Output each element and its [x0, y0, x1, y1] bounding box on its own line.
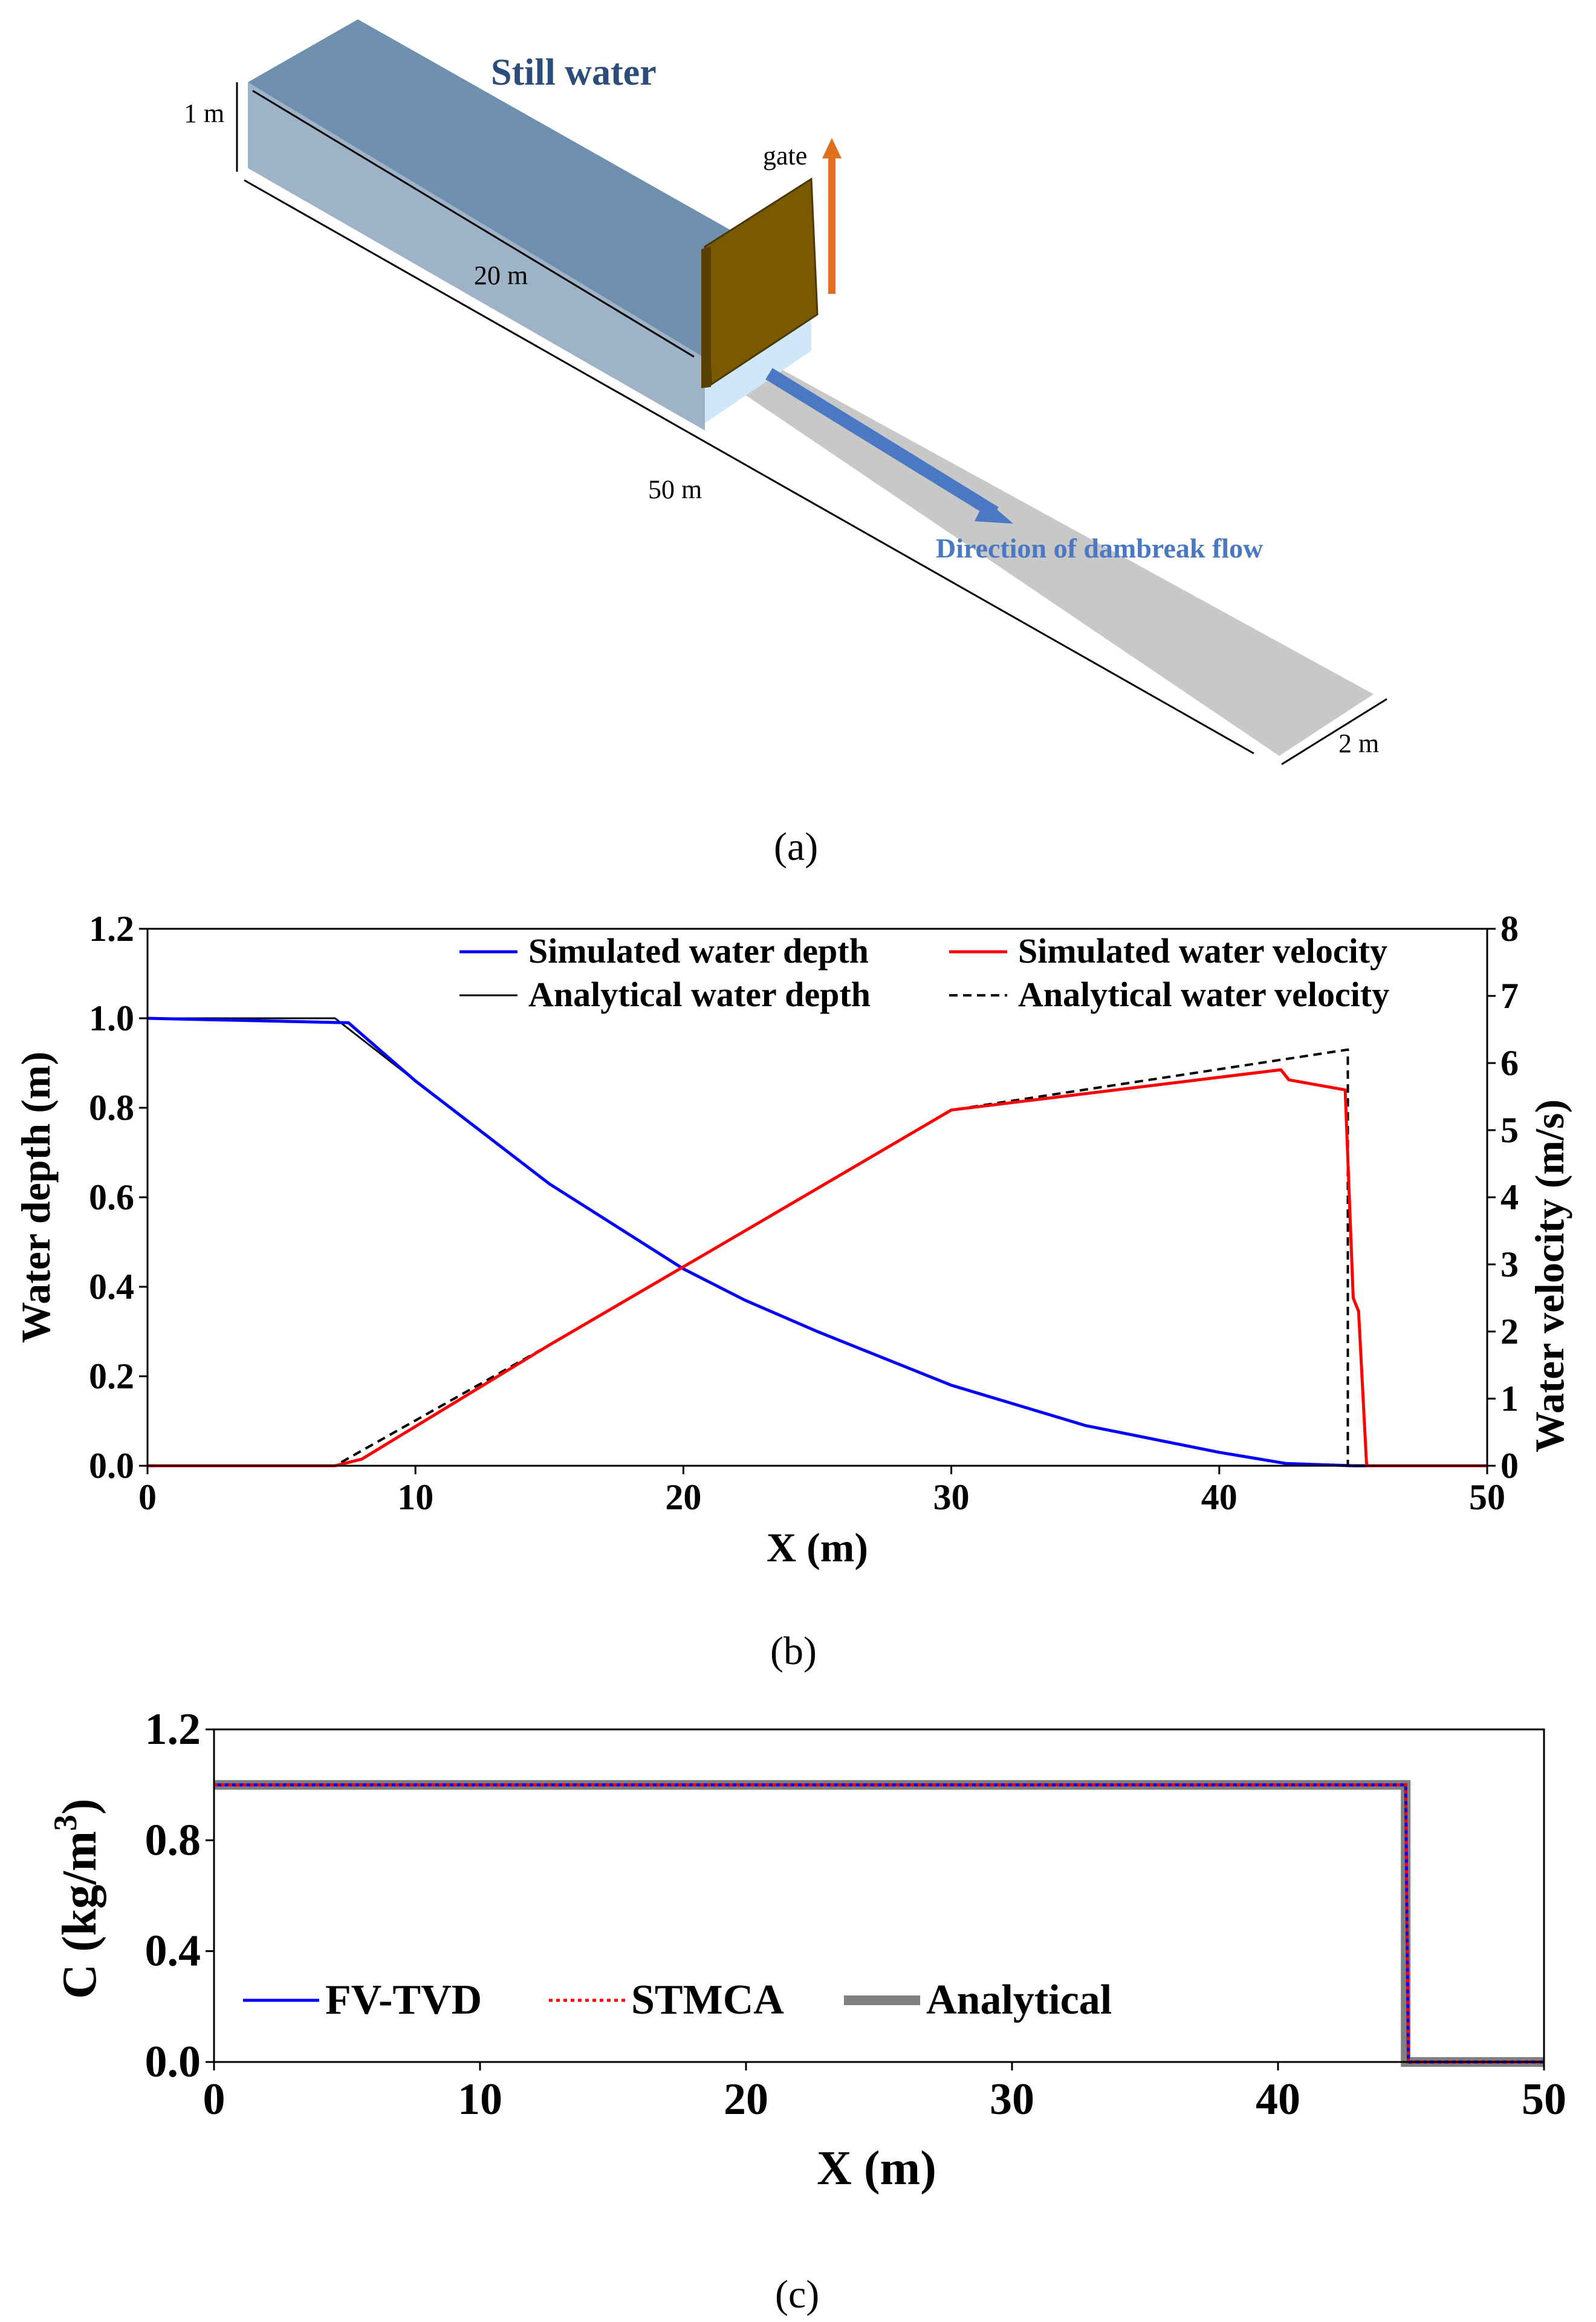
- b-xtick-label: 10: [397, 1477, 433, 1517]
- c-ytick-label: 0.8: [145, 1815, 201, 1865]
- dim-height-label: 1 m: [184, 99, 224, 128]
- chart-b-ylabel-right: Water velocity (m/s): [1526, 1099, 1572, 1452]
- b-ytick-right-label: 1: [1500, 1379, 1519, 1419]
- b-xtick-label: 20: [665, 1477, 701, 1517]
- c-legend-label: Analytical: [926, 1977, 1112, 2023]
- b-legend-label: Analytical water velocity: [1018, 975, 1389, 1014]
- b-ytick-right-label: 3: [1500, 1244, 1519, 1284]
- flow-label: Direction of dambreak flow: [936, 533, 1263, 564]
- chart-c-ylabel-end: ): [53, 1798, 106, 1815]
- chart-b-ticks: 0 10 20 30 40 50 0.0 0.2 0.4 0.6 0.8 1.0 1.2 0 1 2 3 4 5 6 7…: [89, 909, 1519, 1517]
- series-simulated-water-velocity: [148, 1068, 1487, 1468]
- diagram-title: Still water: [491, 52, 657, 93]
- chart-c-legend: FV-TVD STMCA Analytical: [243, 1977, 1112, 2023]
- c-ytick-label: 1.2: [145, 1705, 201, 1754]
- b-ytick-left-label: 1.2: [89, 909, 134, 949]
- dim-channel-label: 50 m: [648, 475, 702, 504]
- chart-b-lines: [147, 1016, 1487, 1468]
- b-ytick-right-label: 8: [1500, 909, 1519, 949]
- flow-arrowhead: [975, 499, 1013, 524]
- series-analytical-water-velocity: [148, 1048, 1487, 1467]
- dim-reservoir-label: 20 m: [474, 261, 528, 290]
- chart-c-ylabel-main: C (kg/m: [53, 1831, 106, 1999]
- gate-edge: [701, 247, 711, 388]
- gate-lift-arrowhead: [822, 138, 842, 158]
- series-simulated-water-depth: [147, 1016, 1487, 1468]
- c-ytick-label: 0.4: [145, 1927, 201, 1976]
- series-stmca: [214, 1783, 1544, 2064]
- b-ytick-right-label: 6: [1500, 1043, 1519, 1083]
- b-legend-label: Simulated water velocity: [1018, 931, 1387, 971]
- c-xtick-label: 40: [1256, 2075, 1300, 2124]
- chart-b-ylabel-left: Water depth (m): [13, 1052, 59, 1343]
- panel-label-c: (c): [775, 2272, 819, 2317]
- b-ytick-left-label: 0.8: [89, 1088, 134, 1128]
- gate-label: gate: [763, 141, 807, 171]
- chart-c-ylabel-sup: 3: [47, 1815, 83, 1831]
- chart-c: 0 10 20 30 40 50 0.0 0.4 0.8 1.2 FV-TVD STMCA Analy…: [47, 1705, 1566, 2317]
- water-side-face: [248, 82, 705, 431]
- b-legend-label: Analytical water depth: [528, 975, 871, 1014]
- b-ytick-right-label: 4: [1500, 1177, 1519, 1217]
- dim-width-label: 2 m: [1338, 729, 1379, 758]
- c-ytick-label: 0.0: [145, 2037, 201, 2087]
- b-ytick-left-label: 0.2: [89, 1356, 134, 1396]
- b-legend-label: Simulated water depth: [528, 931, 869, 971]
- c-legend-label: STMCA: [631, 1977, 784, 2023]
- chart-c-ticks: 0 10 20 30 40 50 0.0 0.4 0.8 1.2: [145, 1705, 1567, 2124]
- dambreak-diagram: Still water gate Direction of dambreak f…: [184, 19, 1387, 869]
- c-xtick-label: 10: [458, 2075, 502, 2124]
- chart-b: 0 10 20 30 40 50 0.0 0.2 0.4 0.6 0.8 1.0 1.2 0 1 2 3 4 5 6 7…: [13, 909, 1572, 1673]
- b-ytick-right-label: 5: [1500, 1110, 1519, 1150]
- b-xtick-label: 40: [1201, 1477, 1238, 1517]
- chart-c-xlabel: X (m): [817, 2142, 936, 2195]
- c-xtick-label: 50: [1522, 2075, 1566, 2124]
- c-legend-label: FV-TVD: [325, 1977, 482, 2023]
- chart-b-legend: Simulated water depth Analytical water de…: [459, 931, 1389, 1014]
- b-ytick-left-label: 0.4: [89, 1267, 134, 1307]
- b-xtick-label: 30: [933, 1477, 970, 1517]
- series-analytical-water-depth: [148, 1017, 1487, 1467]
- dim-line-width: [1281, 698, 1387, 766]
- b-ytick-right-label: 7: [1500, 976, 1519, 1016]
- b-ytick-left-label: 0.0: [89, 1446, 134, 1486]
- water-top-face: [248, 19, 811, 358]
- b-xtick-label: 0: [138, 1477, 157, 1517]
- panel-label-b: (b): [770, 1629, 817, 1673]
- chart-c-frame: [213, 1728, 1545, 2063]
- b-xtick-label: 50: [1469, 1477, 1505, 1517]
- b-ytick-left-label: 0.6: [89, 1177, 134, 1217]
- dim-line-reservoir: [252, 89, 695, 358]
- b-ytick-right-label: 2: [1500, 1312, 1519, 1351]
- panel-label-a: (a): [774, 825, 818, 869]
- chart-b-xlabel: X (m): [767, 1524, 868, 1570]
- b-ytick-right-label: 0: [1500, 1446, 1519, 1486]
- c-xtick-label: 20: [724, 2075, 768, 2124]
- c-xtick-label: 30: [990, 2075, 1034, 2124]
- chart-c-ylabel: C (kg/m3): [47, 1798, 106, 1998]
- flow-direction-arrow: [765, 368, 999, 519]
- b-ytick-left-label: 1.0: [89, 998, 134, 1038]
- c-xtick-label: 0: [203, 2075, 225, 2124]
- dim-line-channel: [244, 179, 1254, 755]
